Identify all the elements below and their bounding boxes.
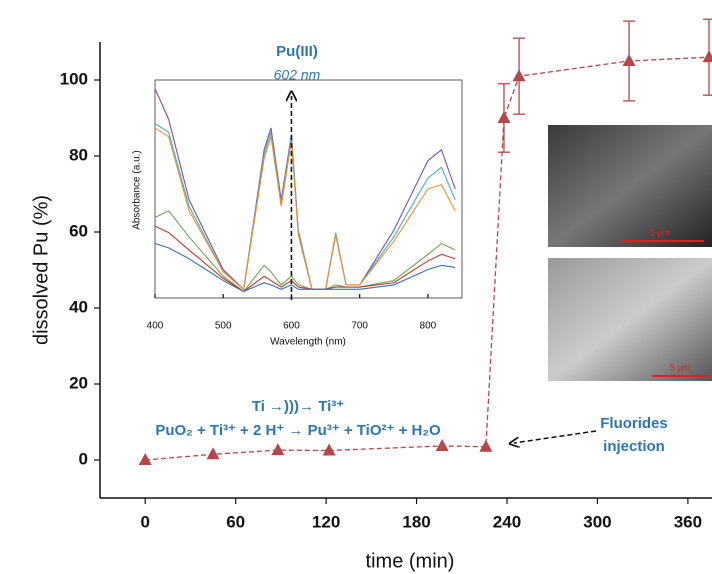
data-point: [322, 443, 336, 456]
x-tick-label: 60: [226, 512, 245, 531]
annotation: Fluorides: [600, 415, 668, 432]
main-plot: 0 60 120 180 240 300 360 0 20 40 60 80 100 400 500 600 7…: [60, 18, 712, 531]
data-point: [497, 111, 511, 123]
data-point: [271, 443, 285, 456]
spectrum-line: [154, 210, 456, 293]
dashed-line: [145, 56, 710, 461]
data-point: [206, 447, 220, 460]
y-tick-label: 60: [69, 221, 88, 240]
y-tick-label: 40: [69, 297, 88, 316]
x-tick-label: 400: [147, 321, 164, 332]
x-tick-label: 800: [420, 321, 437, 332]
data-point: [138, 453, 152, 465]
x-tick-label: 300: [583, 512, 611, 531]
x-tick-label: 240: [493, 512, 521, 531]
x-tick-label: 180: [402, 512, 430, 531]
data-point: [435, 438, 449, 451]
y-tick-label: 20: [69, 373, 88, 392]
scale-label: 5 µm: [650, 227, 670, 237]
x-tick-label: 120: [312, 512, 340, 531]
data-point: [512, 69, 526, 82]
inset-y-label: Absorbance (a.u.): [132, 150, 143, 230]
y-axis-label: dissolved Pu (%): [30, 195, 52, 345]
scale-label: 5 µm: [670, 362, 690, 372]
y-tick-label: 0: [79, 449, 88, 468]
arrow: [514, 430, 597, 443]
annotation: injection: [603, 438, 665, 455]
inset-frame: [154, 79, 463, 299]
inset-annotation: Pu(III): [276, 43, 318, 60]
inset-annotation: 602 nm: [274, 67, 321, 83]
reaction-2: PuO₂ + Ti³⁺ + 2 H⁺ → Pu³⁺ + TiO²⁺ + H₂O: [155, 422, 441, 439]
spectrum-line: [154, 242, 456, 293]
reaction-1: Ti →)))→ Ti³⁺: [252, 398, 344, 415]
sem-image-top: [548, 125, 712, 247]
x-axis-label: time (min): [366, 550, 455, 572]
x-tick-label: 360: [674, 512, 702, 531]
y-tick-label: 80: [69, 145, 88, 164]
x-tick-label: 500: [215, 321, 232, 332]
x-tick-label: 700: [351, 321, 368, 332]
x-tick-label: 600: [283, 321, 300, 332]
data-point: [622, 54, 636, 66]
spectrum-line: [154, 225, 456, 293]
sem-image-bottom: [548, 258, 712, 381]
y-tick-label: 100: [60, 69, 88, 88]
data-point: [479, 439, 493, 452]
spectrum-line: [154, 127, 456, 291]
spectrum-line: [154, 123, 456, 291]
data-point: [702, 50, 712, 63]
x-tick-label: 0: [140, 512, 149, 531]
inset-x-label: Wavelength (nm): [270, 337, 346, 348]
